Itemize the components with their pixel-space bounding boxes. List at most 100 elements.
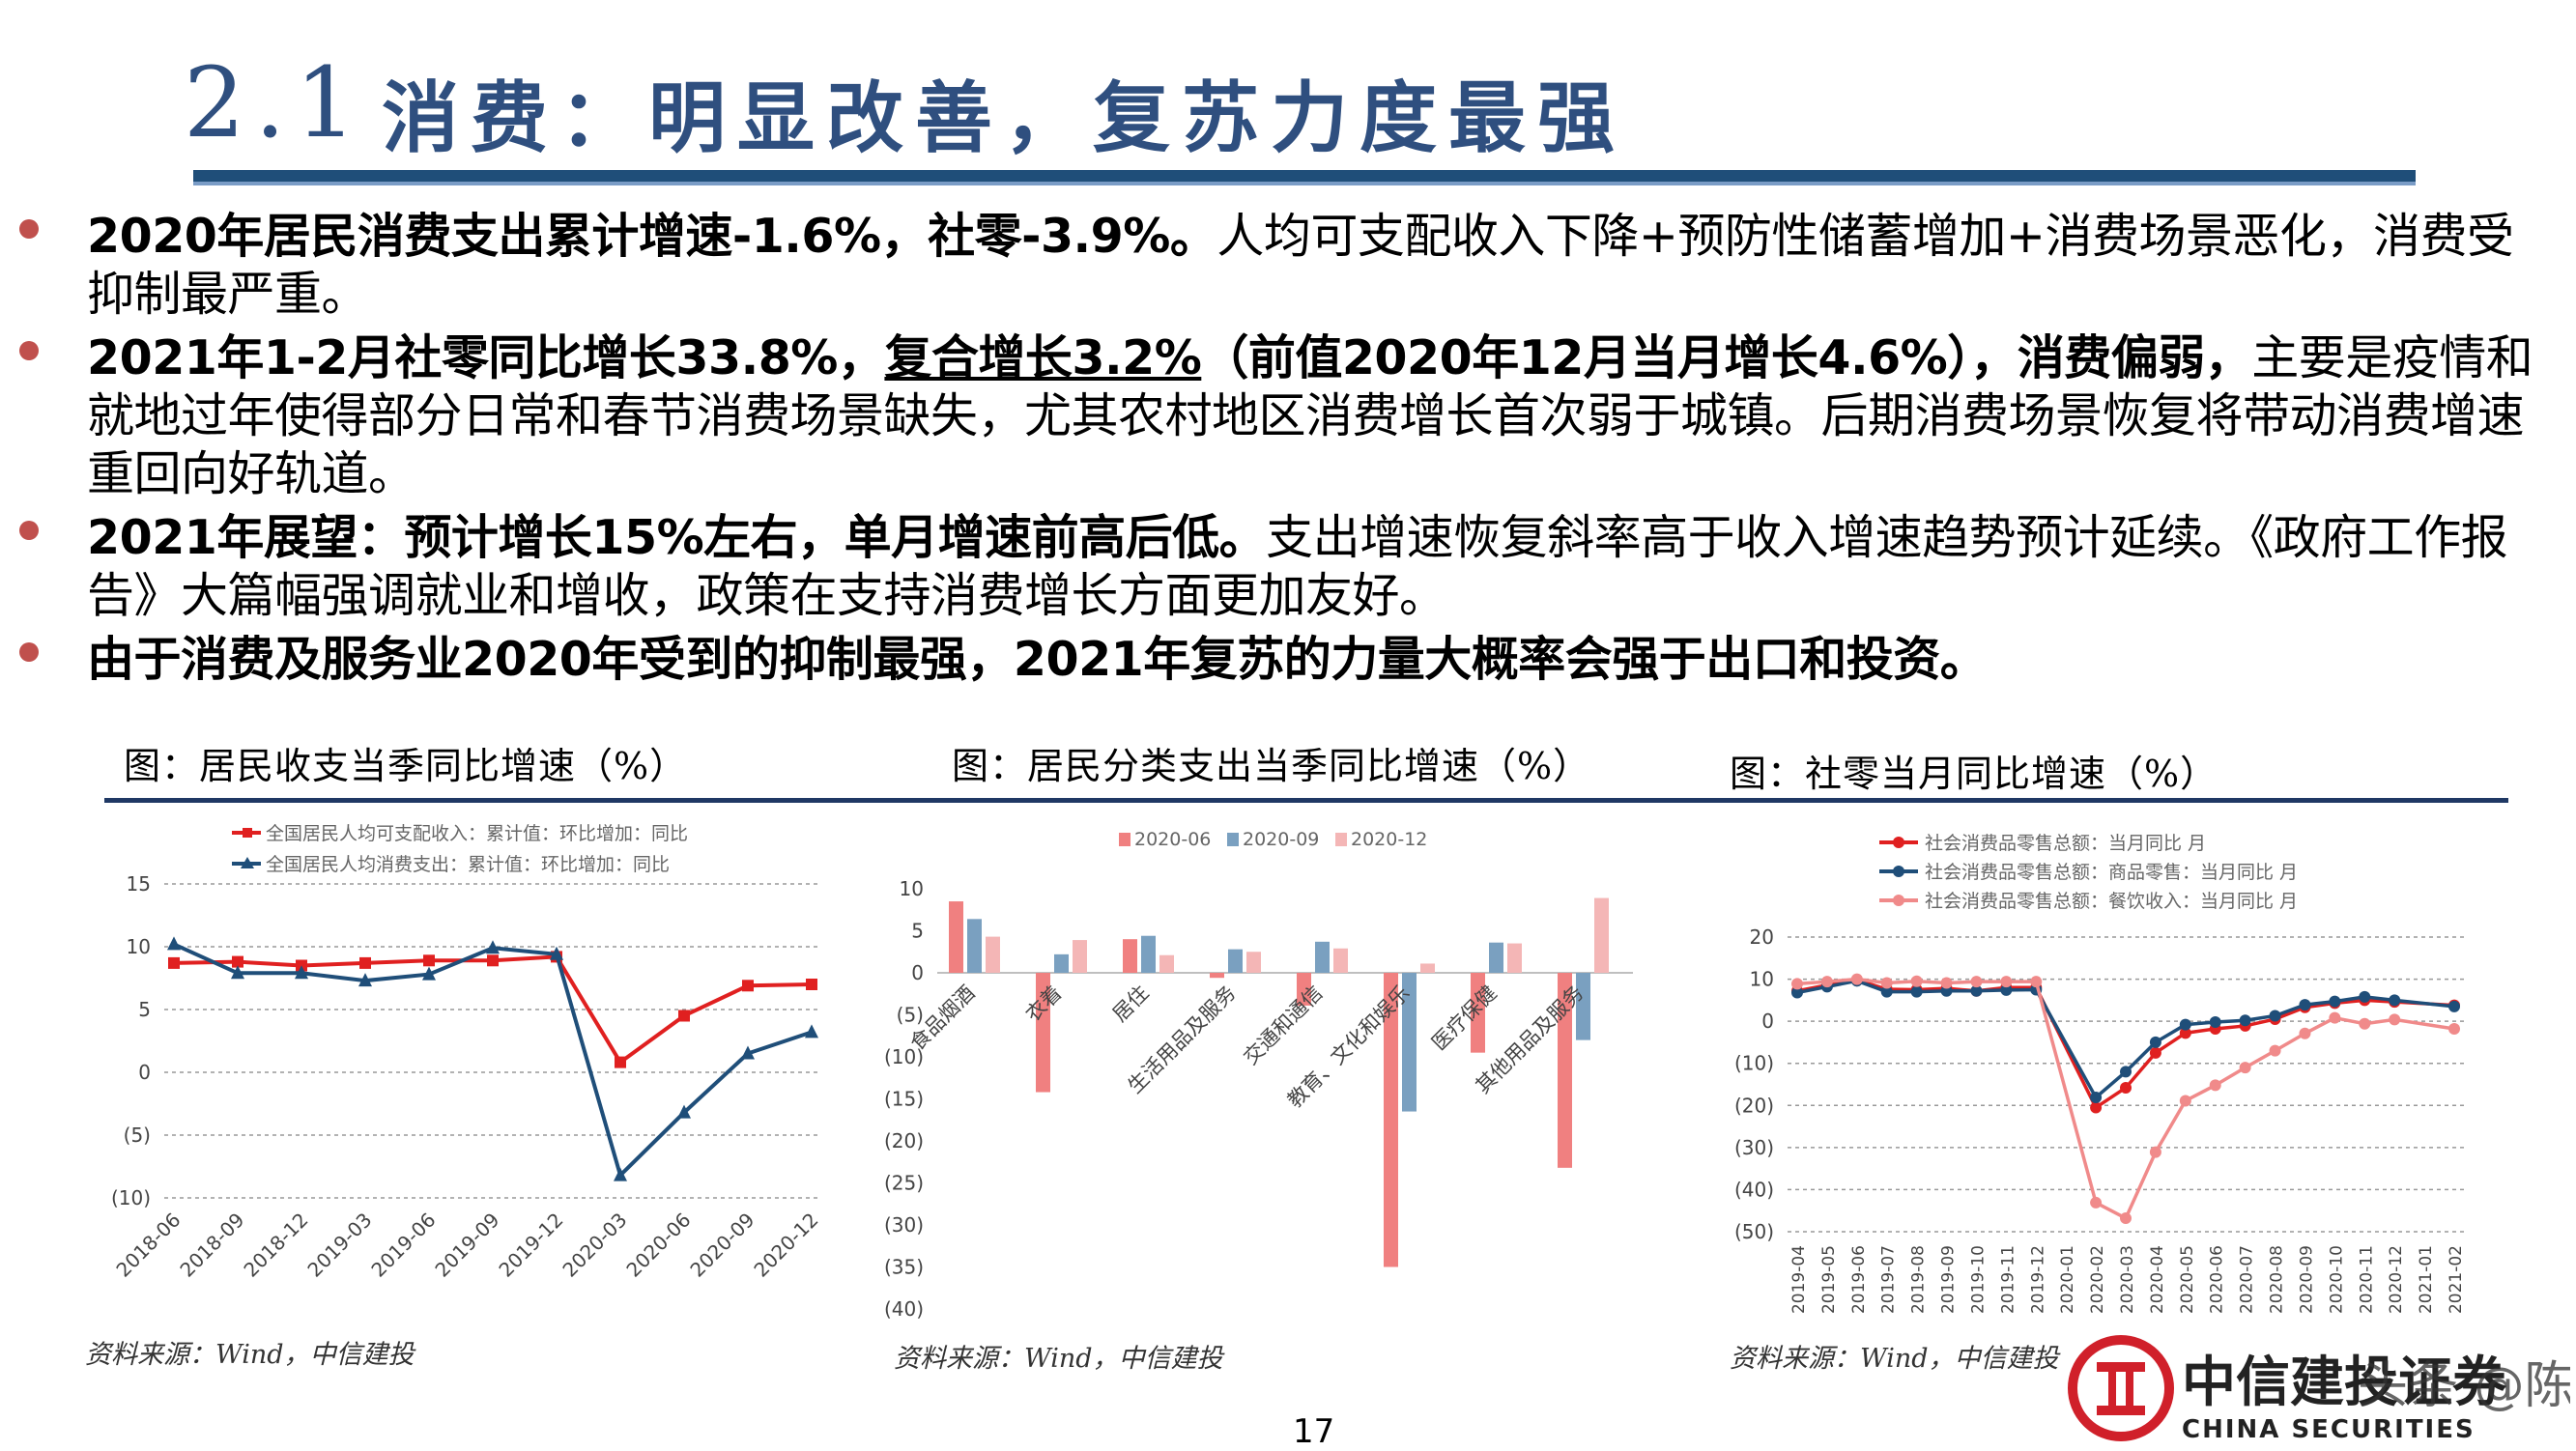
bullet-bold: 2021年1-2月社零同比增长33.8%， — [87, 330, 885, 385]
data-point — [2269, 1010, 2281, 1022]
y-tick-label: 10 — [1750, 968, 1774, 991]
data-point — [2090, 1196, 2103, 1209]
legend-label: 全国居民人均消费支出：累计值：环比增加：同比 — [266, 854, 670, 875]
bullet-underline: 复合增长3.2% — [884, 330, 1202, 385]
chart-category-expenditure: 2020-06 2020-09 2020-12 10 5 0 (5) (10) (15) (20)… — [884, 829, 1633, 1321]
y-tick-label: 0 — [138, 1061, 151, 1084]
bar — [1384, 973, 1398, 1267]
data-point — [231, 965, 244, 980]
data-point — [741, 1045, 755, 1060]
bullet-2: 2021年1-2月社零同比增长33.8%，复合增长3.2%（前值2020年12月… — [19, 329, 2551, 503]
y-tick-label: 10 — [127, 935, 151, 958]
bar — [1036, 973, 1050, 1093]
data-point — [1850, 973, 1863, 985]
x-tick-label: 2019-05 — [1819, 1245, 1839, 1314]
bar — [1558, 973, 1572, 1168]
bar — [1576, 973, 1590, 1040]
figure-3-title: 图：社零当月同比增速（%） — [1730, 753, 2218, 795]
x-tick-label: 2018-06 — [111, 1209, 185, 1282]
data-point — [2149, 1046, 2161, 1059]
x-tick-label: 2020-05 — [2178, 1245, 2197, 1314]
data-point — [742, 980, 754, 992]
data-point — [423, 954, 435, 967]
bar — [1159, 954, 1174, 973]
data-point — [550, 946, 563, 960]
x-tick-label: 2020-12 — [749, 1209, 822, 1282]
bullet-bold-2: （前值2020年12月当月增长4.6%），消费偏弱， — [1201, 330, 2252, 385]
data-point — [2120, 1212, 2132, 1225]
x-tick-label: 2020-06 — [2208, 1245, 2227, 1314]
logo-english: CHINA SECURITIES — [2182, 1415, 2476, 1444]
data-point — [2389, 1013, 2401, 1026]
page-number: 17 — [1293, 1412, 1335, 1451]
x-tick-label: 2019-12 — [494, 1209, 567, 1282]
bar — [1333, 948, 1348, 973]
data-point — [2120, 1081, 2132, 1094]
x-tick-label: 2020-02 — [2088, 1245, 2107, 1314]
y-tick-label: 15 — [127, 872, 151, 896]
legend-marker — [1893, 837, 1904, 848]
bar — [1246, 952, 1261, 973]
data-point — [2359, 1017, 2371, 1030]
x-tick-label: 2020-03 — [558, 1209, 631, 1282]
bullet-text: 支出增速恢复斜率高于收入增速趋势预计延续。《政府工作报告》大篇幅强调就业和增收，… — [87, 510, 2508, 623]
x-tick-label: 医疗保健 — [1427, 982, 1501, 1055]
data-point — [2090, 1092, 2103, 1104]
legend-label: 2020-12 — [1351, 829, 1427, 850]
bullet-bold: 2020年居民消费支出累计增速-1.6%，社零-3.9%。 — [87, 209, 1217, 264]
data-point — [677, 1104, 691, 1119]
x-tick-label: 交通和通信 — [1239, 982, 1327, 1069]
y-tick-label: (20) — [1734, 1094, 1774, 1117]
y-tick-label: (35) — [884, 1256, 924, 1279]
data-point — [2299, 999, 2311, 1011]
data-point — [1970, 984, 1983, 997]
data-point — [678, 1010, 690, 1022]
x-tick-label: 2020-01 — [2058, 1245, 2077, 1314]
y-tick-label: (10) — [1734, 1052, 1774, 1075]
bullet-dot — [19, 341, 39, 360]
x-tick-label: 2019-07 — [1879, 1245, 1899, 1314]
bar — [1315, 941, 1330, 973]
data-point — [805, 1024, 818, 1038]
data-point — [2000, 983, 2013, 996]
x-tick-label: 2021-01 — [2417, 1245, 2436, 1314]
x-tick-label: 2019-06 — [366, 1209, 440, 1282]
series-line — [1796, 979, 2455, 1100]
bar — [1471, 973, 1485, 1053]
data-point — [2149, 1146, 2161, 1158]
x-tick-label: 衣着 — [1021, 982, 1067, 1027]
data-point — [358, 973, 372, 987]
x-tick-label: 2020-07 — [2238, 1245, 2257, 1314]
bullet-list: 2020年居民消费支出累计增速-1.6%，社零-3.9%。人均可支配收入下降+预… — [19, 208, 2551, 695]
y-tick-label: (50) — [1734, 1220, 1774, 1243]
data-point — [167, 936, 181, 951]
legend-swatch — [1335, 833, 1347, 846]
bar — [1210, 973, 1224, 979]
x-tick-label: 2019-03 — [302, 1209, 376, 1282]
bullet-dot — [19, 219, 39, 239]
legend-label: 社会消费品零售总额：商品零售：当月同比 月 — [1925, 862, 2298, 883]
x-tick-label: 2018-12 — [239, 1209, 312, 1282]
data-point — [232, 955, 243, 968]
bar — [1420, 963, 1435, 973]
y-tick-label: (40) — [1734, 1178, 1774, 1201]
bar — [1489, 942, 1503, 973]
data-point — [2179, 1018, 2191, 1031]
bullet-dot — [19, 521, 39, 540]
bar — [1141, 935, 1156, 973]
x-tick-label: 2018-09 — [175, 1209, 248, 1282]
x-tick-label: 2019-11 — [1998, 1245, 2018, 1314]
data-point — [1910, 975, 1923, 987]
source-note-2: 资料来源：Wind，中信建投 — [894, 1344, 1223, 1374]
bar — [1073, 940, 1087, 973]
series-line — [173, 942, 813, 1180]
x-tick-label: 居住 — [1108, 982, 1154, 1027]
data-point — [2209, 1016, 2221, 1029]
y-tick-label: (25) — [884, 1172, 924, 1195]
page-title: 消费：明显改善，复苏力度最强 — [382, 73, 1626, 163]
data-point — [1880, 977, 1893, 989]
bar — [949, 901, 963, 973]
data-point — [2179, 1027, 2191, 1039]
bullet-dot — [19, 642, 39, 662]
x-tick-label: 2020-06 — [621, 1209, 695, 1282]
